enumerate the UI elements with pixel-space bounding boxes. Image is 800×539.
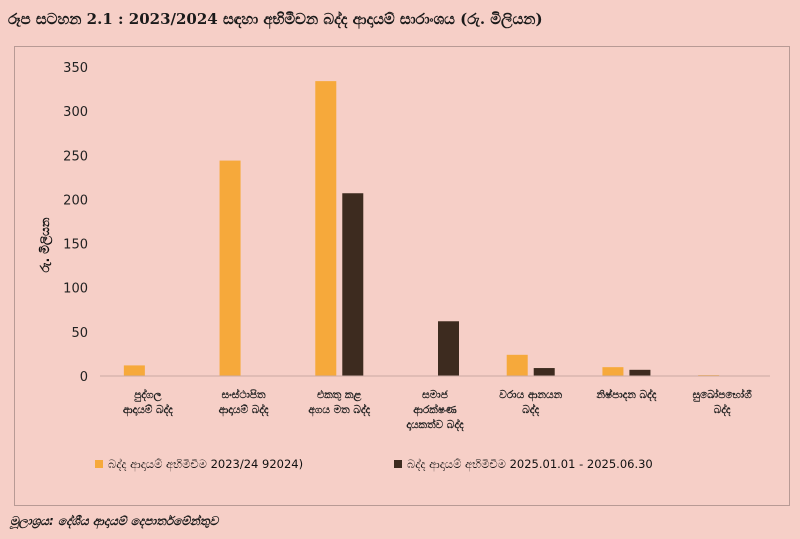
bars: [123, 81, 720, 376]
x-category-label: නිෂ්පාදන බද්ද: [595, 387, 656, 402]
legend-label-series1: බද්ද ආදායම් අභිමීචීම 2023/24 92024): [108, 457, 303, 472]
source-note: මූලාශ්‍රය: දේශීය ආදායම් දෙපාර්තමේන්තුව: [10, 514, 219, 528]
bar-series1: [506, 354, 528, 376]
bar-series2: [533, 368, 555, 376]
y-tick-label: 250: [63, 149, 88, 164]
chart-frame: [14, 46, 790, 506]
y-tick-label: 100: [63, 282, 88, 297]
y-tick-label: 200: [63, 193, 88, 208]
chart-title: රූප සටහන 2.1 : 2023/2024 සඳහා අභිමීචන බද…: [8, 10, 543, 28]
bar-series2: [342, 193, 364, 376]
x-axis: පුද්ගල ආදායම් බද්ද සංස්ථාපිත ආදායම් බද්ද එකත…: [100, 375, 770, 432]
y-axis: 0 50 100 150 200 250 300 350 රු. මිලියන: [38, 61, 88, 385]
bar-series1: [602, 367, 624, 376]
y-tick-label: 0: [80, 370, 88, 385]
legend-label-series2: බද්ද ආදායම් අභිමීචීම 2025.01.01 - 2025.0…: [407, 457, 653, 472]
bar-series1: [315, 81, 337, 376]
x-category-label: සමාජ ආරක්ෂණ දායකත්ව බද්ද: [406, 388, 464, 432]
legend-swatch-series2: [394, 460, 402, 468]
x-category-label: වරාය ආනයන බද්ද: [499, 388, 562, 417]
bar-series1: [219, 160, 241, 376]
y-axis-label: රු. මිලියන: [38, 217, 54, 272]
x-category-label: පුද්ගල ආදායම් බද්ද: [123, 387, 173, 417]
legend: බද්ද ආදායම් අභිමීචීම 2023/24 92024) බද්ද …: [95, 457, 653, 472]
y-tick-label: 350: [63, 61, 88, 76]
x-category-label: එකතු කළ අගය මත බද්ද: [308, 389, 370, 417]
bar-series2: [629, 369, 651, 376]
y-tick-label: 300: [63, 105, 88, 120]
y-tick-label: 150: [63, 238, 88, 253]
x-category-label: සංස්ථාපිත ආදායම් බද්ද: [219, 387, 269, 417]
bar-series1: [123, 365, 145, 376]
bar-series2: [438, 321, 459, 376]
x-category-label: සුඛෝපභෝගී බද්ද: [692, 387, 752, 417]
y-tick-label: 50: [71, 326, 88, 341]
legend-swatch-series1: [95, 460, 103, 468]
